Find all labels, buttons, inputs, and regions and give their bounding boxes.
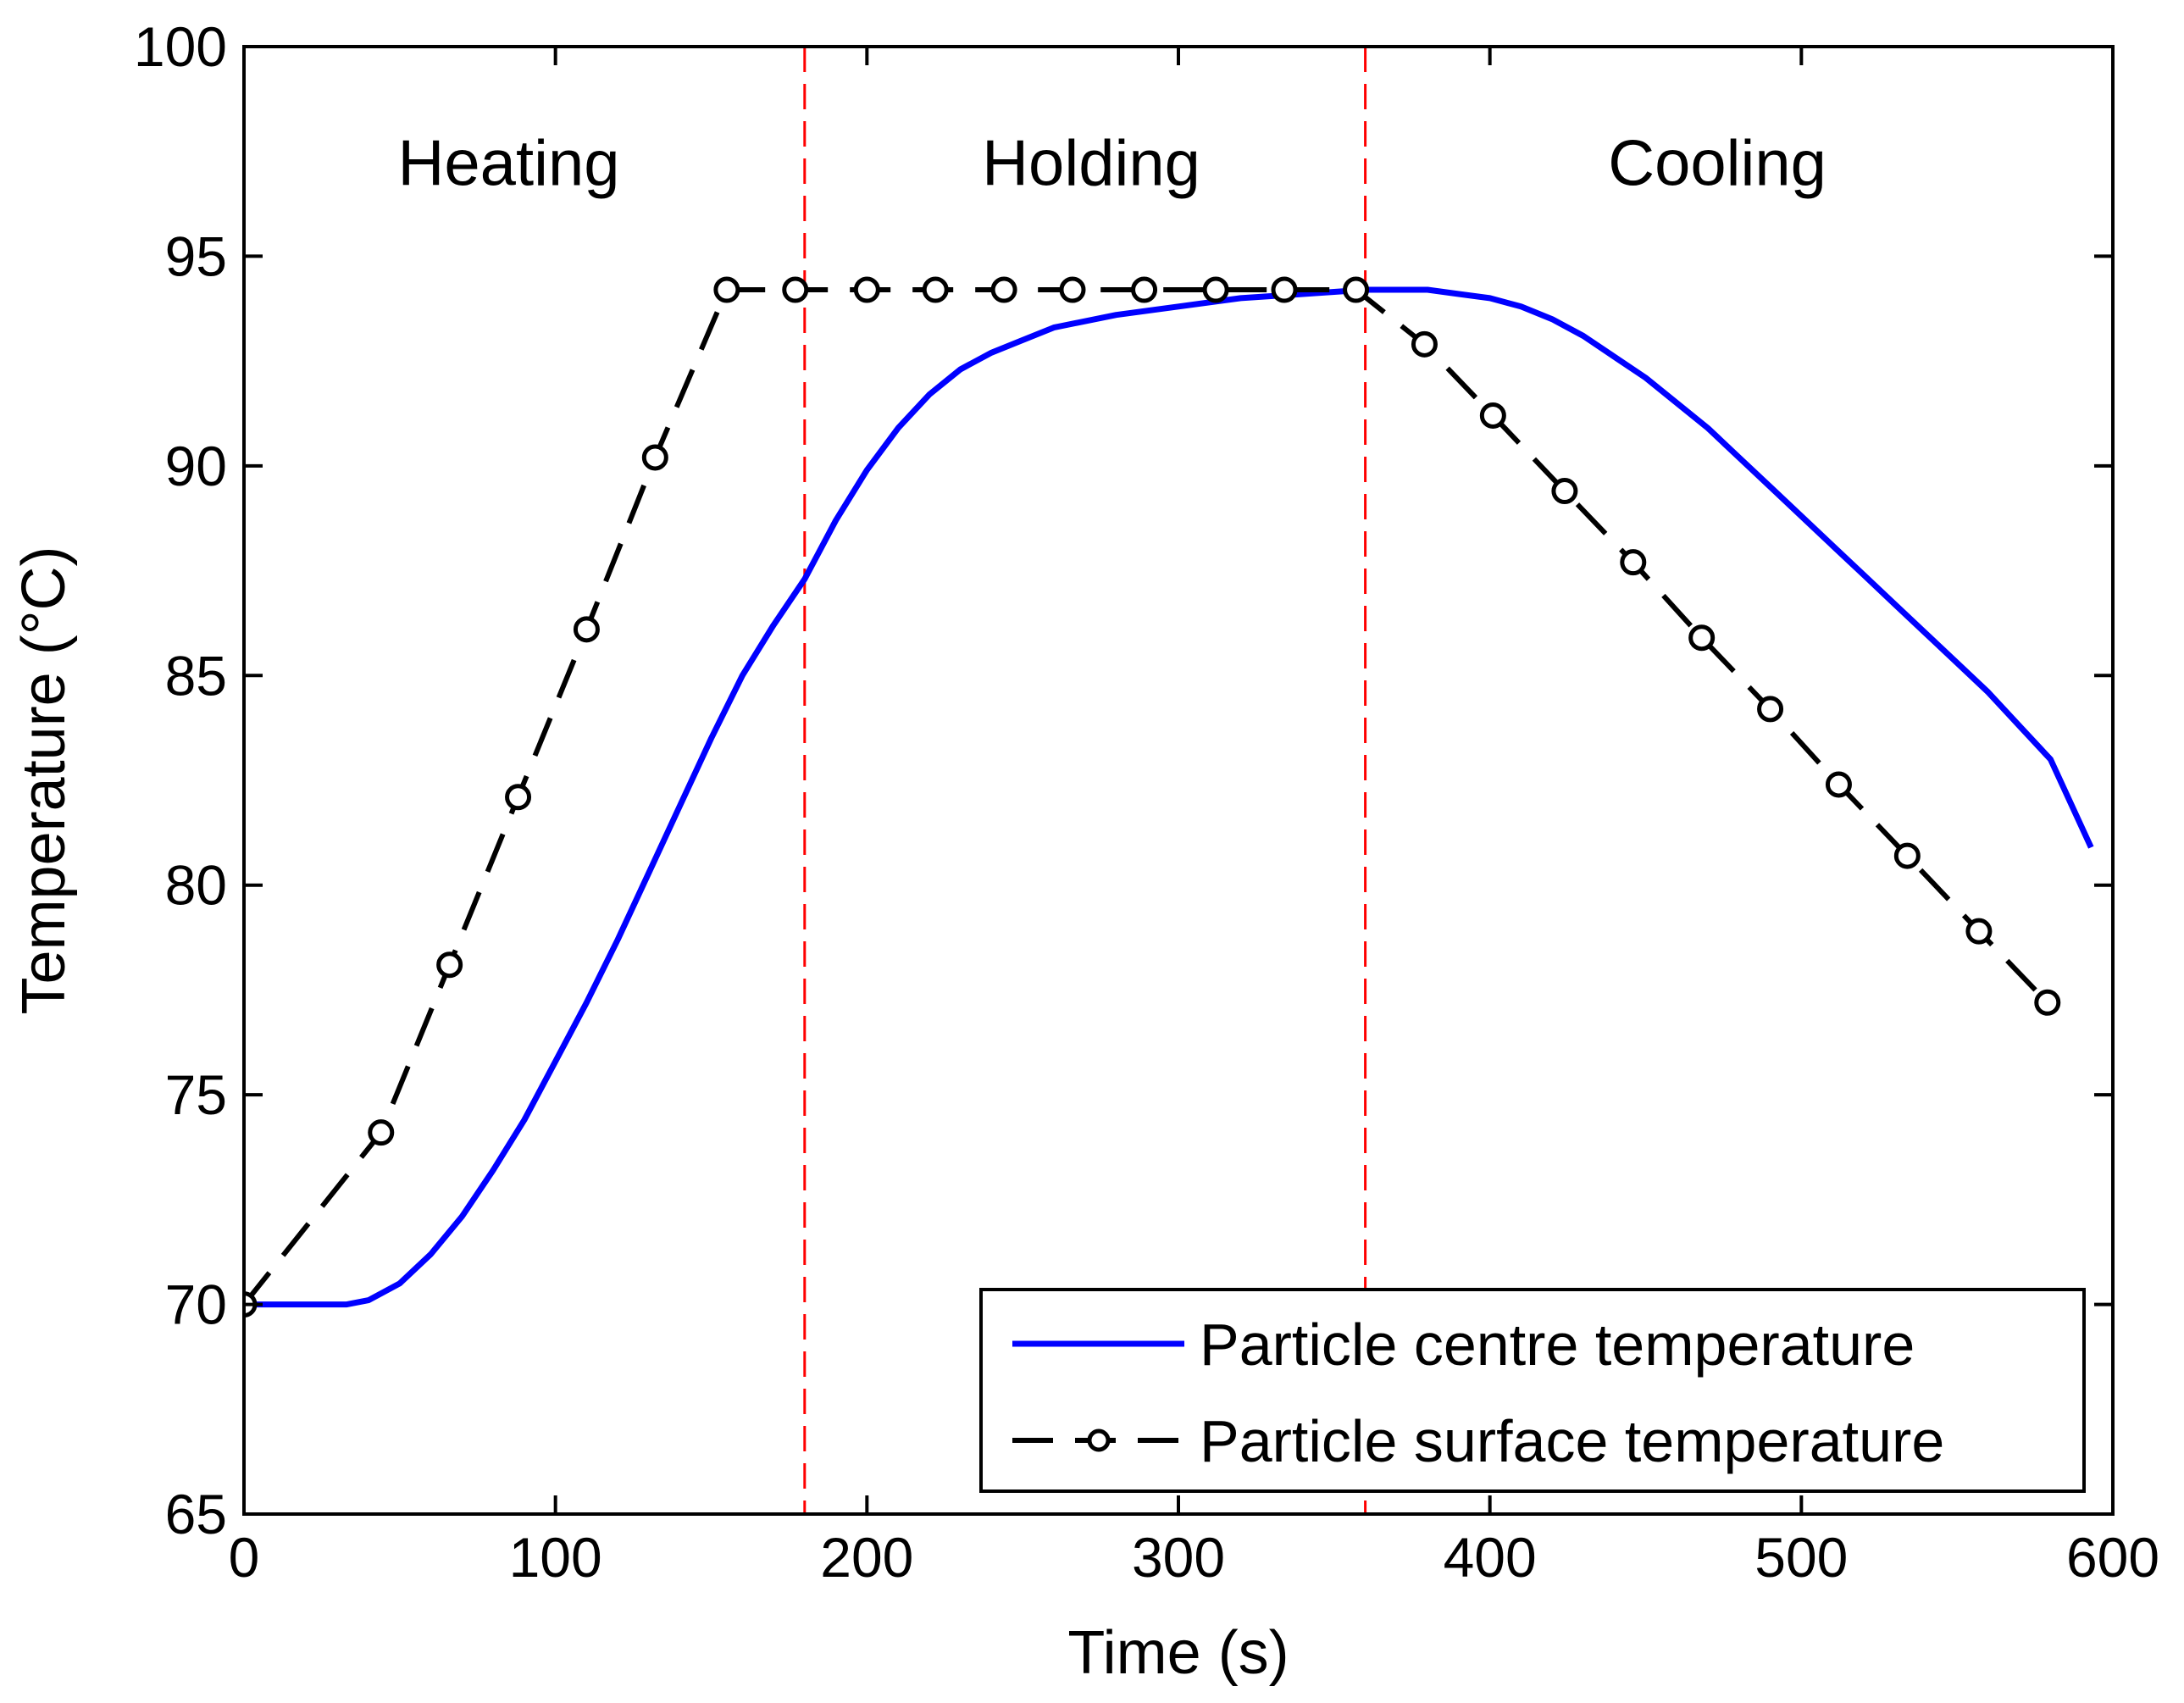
surface-data-point xyxy=(922,276,949,303)
legend: Particle centre temperature Particle sur… xyxy=(979,1288,2086,1493)
y-tick-label: 75 xyxy=(165,1063,227,1126)
surface-data-point xyxy=(436,951,463,979)
surface-data-point xyxy=(990,276,1017,303)
y-tick-label: 95 xyxy=(165,225,227,287)
surface-data-point xyxy=(1271,276,1298,303)
surface-data-point xyxy=(2034,989,2061,1016)
x-tick-label: 200 xyxy=(820,1526,913,1589)
surface-data-point xyxy=(1059,276,1086,303)
surface-data-point xyxy=(641,444,668,471)
x-axis-label: Time (s) xyxy=(1067,1619,1289,1687)
x-tick-label: 100 xyxy=(509,1526,602,1589)
y-tick-label: 70 xyxy=(165,1273,227,1336)
x-tick-label: 500 xyxy=(1754,1526,1848,1589)
x-tick-label: 600 xyxy=(2066,1526,2159,1589)
surface-data-point xyxy=(1825,771,1852,798)
x-tick-label: 300 xyxy=(1132,1526,1225,1589)
y-tick-label: 80 xyxy=(165,854,227,917)
surface-data-point xyxy=(1479,402,1506,429)
surface-data-point xyxy=(1343,276,1370,303)
series-line-centre xyxy=(244,286,2094,1308)
y-axis-label: Temperature (°C) xyxy=(10,546,78,1015)
surface-data-point xyxy=(1688,624,1716,652)
phase-label-holding: Holding xyxy=(982,127,1200,199)
surface-data-point xyxy=(1965,918,1993,945)
phase-label-heating: Heating xyxy=(398,127,620,199)
y-tick-label: 65 xyxy=(165,1483,227,1545)
x-tick-label: 400 xyxy=(1444,1526,1537,1589)
legend-centre-label: Particle centre temperature xyxy=(1200,1312,1915,1378)
x-tick-label: 0 xyxy=(229,1526,260,1589)
y-tick-label: 100 xyxy=(134,15,227,78)
legend-box xyxy=(979,1288,2086,1493)
surface-data-point xyxy=(1202,276,1229,303)
series-line-surface xyxy=(244,287,2049,1306)
surface-data-point xyxy=(573,616,600,643)
y-tick-label: 85 xyxy=(165,644,227,707)
surface-data-point xyxy=(368,1119,395,1146)
surface-data-point xyxy=(1893,842,1921,869)
legend-surface-label: Particle surface temperature xyxy=(1200,1408,1944,1474)
surface-data-point xyxy=(1551,478,1578,505)
surface-data-point xyxy=(505,784,532,811)
surface-data-point xyxy=(713,276,740,303)
surface-data-point xyxy=(1411,330,1438,358)
legend-surface-marker xyxy=(1087,1428,1111,1452)
surface-data-point xyxy=(782,276,809,303)
phase-label-cooling: Cooling xyxy=(1608,127,1826,199)
y-tick-label: 90 xyxy=(165,435,227,497)
surface-data-point xyxy=(1757,696,1784,723)
surface-data-point xyxy=(853,276,880,303)
surface-data-point xyxy=(1620,549,1647,576)
surface-data-point xyxy=(1131,276,1158,303)
